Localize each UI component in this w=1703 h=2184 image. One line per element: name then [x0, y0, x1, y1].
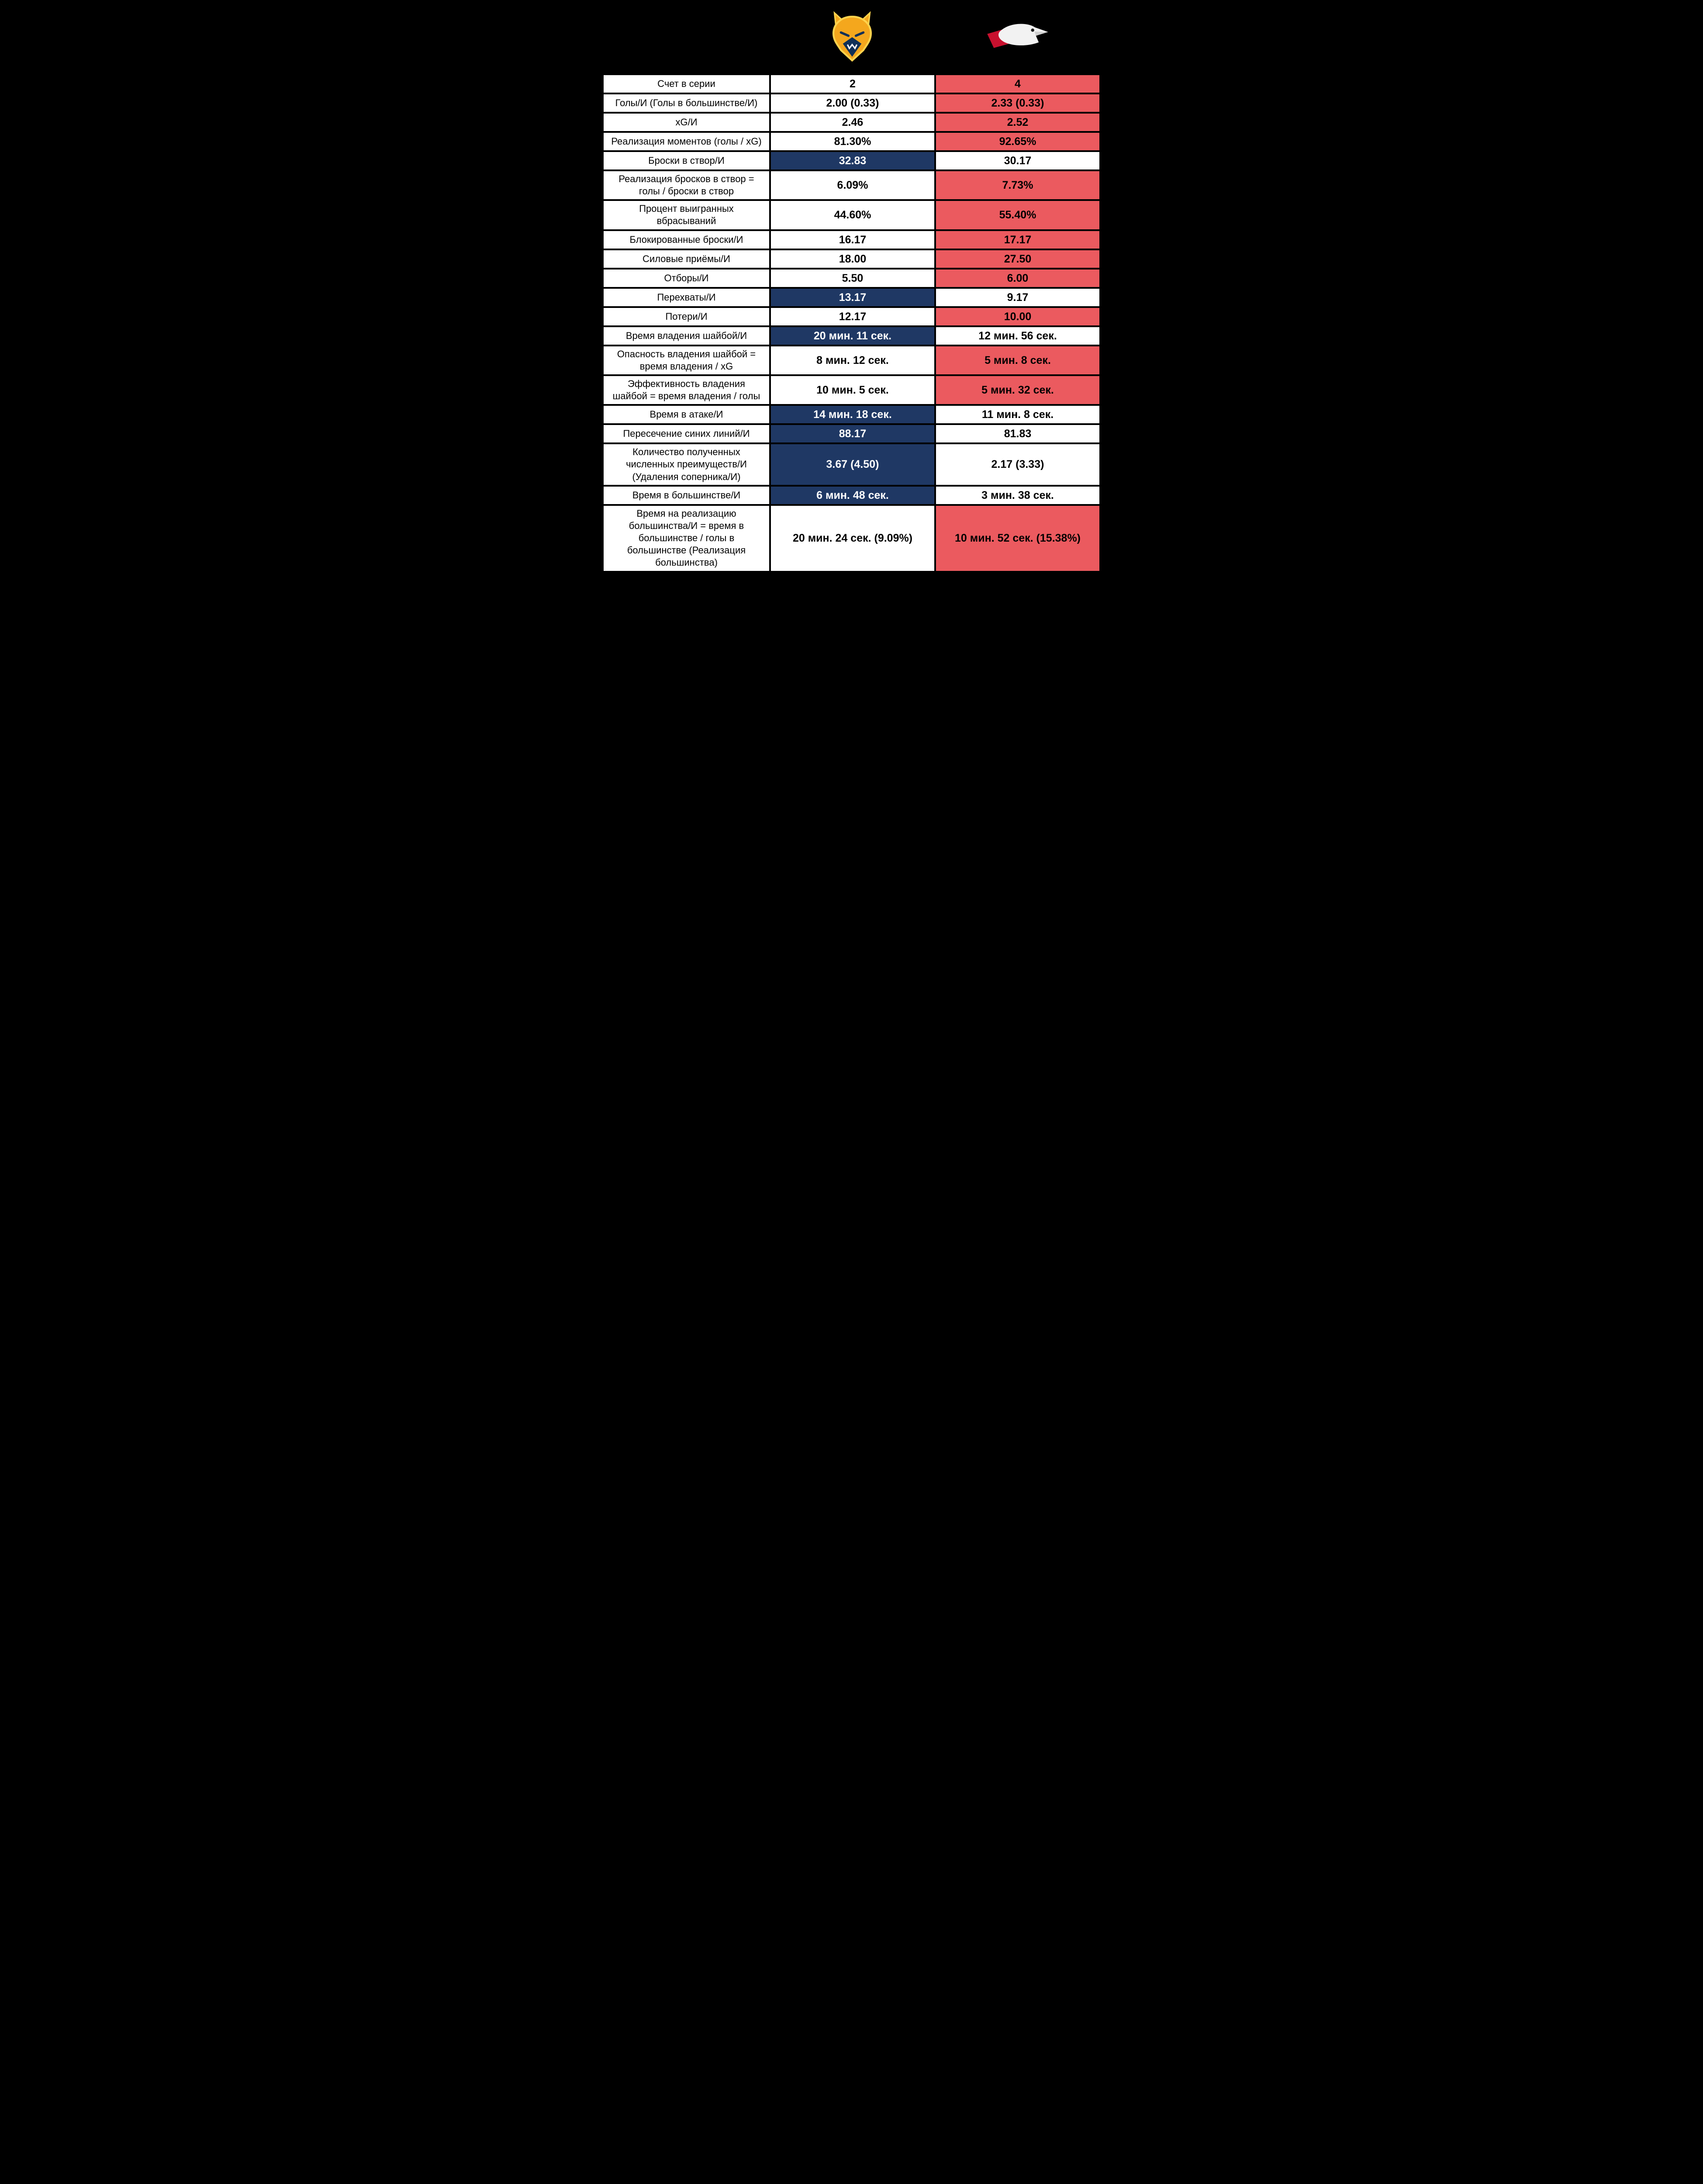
stat-label: Потери/И	[604, 308, 769, 325]
metallurg-value: 13.17	[771, 288, 934, 306]
stat-label: Реализация моментов (голы / xG)	[604, 133, 769, 150]
stat-label: Время в атаке/И	[604, 406, 769, 424]
stat-label: xG/И	[604, 114, 769, 131]
stat-label: Перехваты/И	[604, 288, 769, 306]
avangard-value: 10 мин. 52 сек. (15.38%)	[936, 505, 1099, 571]
metallurg-value: 20 мин. 24 сек. (9.09%)	[771, 505, 934, 571]
avangard-value: 5 мин. 8 сек.	[936, 346, 1099, 374]
avangard-value: 9.17	[936, 288, 1099, 306]
page: Счет в серии 2 4 Голы/И (Голы в большинс…	[602, 0, 1101, 598]
metallurg-value: 32.83	[771, 152, 934, 169]
logo-header	[602, 0, 1101, 73]
avangard-value: 6.00	[936, 269, 1099, 287]
stat-label: Силовые приёмы/И	[604, 250, 769, 268]
stat-label: Эффективность владения шайбой = время вл…	[604, 376, 769, 404]
avangard-value: 11 мин. 8 сек.	[936, 406, 1099, 424]
metallurg-value: 6.09%	[771, 171, 934, 200]
avangard-value: 55.40%	[936, 201, 1099, 229]
stat-label: Голы/И (Голы в большинстве/И)	[604, 94, 769, 112]
stat-label: Количество полученных численных преимуще…	[604, 444, 769, 485]
label-column-spacer	[602, 0, 769, 73]
stat-label: Время владения шайбой/И	[604, 327, 769, 345]
avangard-value: 27.50	[936, 250, 1099, 268]
avangard-value: 4	[936, 75, 1099, 93]
stat-label: Отборы/И	[604, 269, 769, 287]
avangard-value: 10.00	[936, 308, 1099, 325]
metallurg-value: 2.00 (0.33)	[771, 94, 934, 112]
metallurg-value: 18.00	[771, 250, 934, 268]
metallurg-value: 14 мин. 18 сек.	[771, 406, 934, 424]
stat-label: Пересечение синих линий/И	[604, 425, 769, 443]
avangard-logo	[935, 0, 1101, 73]
stat-label: Счет в серии	[604, 75, 769, 93]
avangard-value: 17.17	[936, 231, 1099, 249]
metallurg-value: 44.60%	[771, 201, 934, 229]
metallurg-fox-icon	[833, 11, 872, 62]
stats-table: Счет в серии 2 4 Голы/И (Голы в большинс…	[602, 73, 1101, 573]
stat-label: Время на реализацию большинства/И = врем…	[604, 505, 769, 571]
metallurg-value: 3.67 (4.50)	[771, 444, 934, 485]
stat-label: Броски в створ/И	[604, 152, 769, 169]
avangard-value: 2.52	[936, 114, 1099, 131]
metallurg-value: 12.17	[771, 308, 934, 325]
avangard-value: 3 мин. 38 сек.	[936, 486, 1099, 504]
avangard-value: 30.17	[936, 152, 1099, 169]
stat-label: Время в большинстве/И	[604, 486, 769, 504]
avangard-value: 92.65%	[936, 133, 1099, 150]
metallurg-value: 2	[771, 75, 934, 93]
metallurg-value: 2.46	[771, 114, 934, 131]
metallurg-logo	[769, 0, 935, 73]
metallurg-value: 88.17	[771, 425, 934, 443]
stat-label: Реализация бросков в створ = голы / брос…	[604, 171, 769, 200]
avangard-hawk-icon	[987, 24, 1048, 48]
metallurg-value: 8 мин. 12 сек.	[771, 346, 934, 374]
metallurg-value: 81.30%	[771, 133, 934, 150]
avangard-value: 2.17 (3.33)	[936, 444, 1099, 485]
metallurg-value: 5.50	[771, 269, 934, 287]
stat-label: Опасность владения шайбой = время владен…	[604, 346, 769, 374]
avangard-value: 5 мин. 32 сек.	[936, 376, 1099, 404]
avangard-value: 81.83	[936, 425, 1099, 443]
avangard-value: 2.33 (0.33)	[936, 94, 1099, 112]
metallurg-value: 20 мин. 11 сек.	[771, 327, 934, 345]
metallurg-value: 16.17	[771, 231, 934, 249]
stat-label: Блокированные броски/И	[604, 231, 769, 249]
avangard-value: 7.73%	[936, 171, 1099, 200]
metallurg-value: 10 мин. 5 сек.	[771, 376, 934, 404]
stat-label: Процент выигранных вбрасываний	[604, 201, 769, 229]
avangard-value: 12 мин. 56 сек.	[936, 327, 1099, 345]
metallurg-value: 6 мин. 48 сек.	[771, 486, 934, 504]
